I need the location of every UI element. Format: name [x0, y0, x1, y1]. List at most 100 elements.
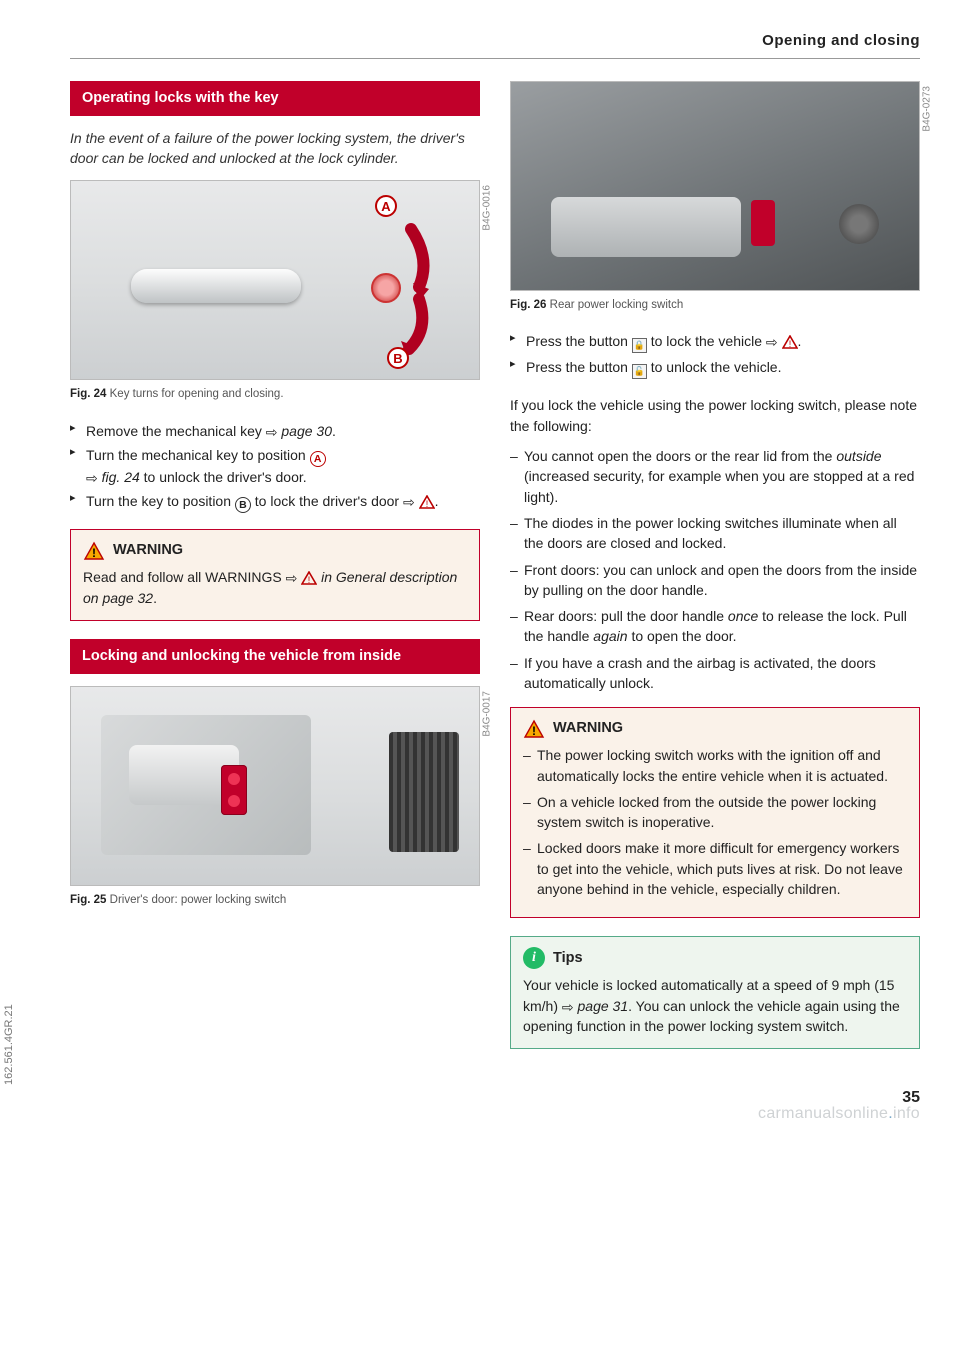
rear-door-handle: [551, 197, 741, 257]
step-remove-key: Remove the mechanical key ⇨ page 30.: [70, 421, 480, 441]
fig24-caption-text: Key turns for opening and closing.: [110, 388, 284, 400]
rear-door-bg: [511, 82, 919, 290]
door-handle-outline: [131, 269, 301, 303]
note-intro: If you lock the vehicle using the power …: [510, 395, 920, 436]
callout-b: B: [387, 347, 409, 369]
punct: .: [798, 333, 802, 349]
warning-triangle-icon: !: [83, 541, 105, 561]
note-outside: You cannot open the doors or the rear li…: [510, 446, 920, 507]
fig25-label: Fig. 25: [70, 894, 106, 906]
figure-25-caption: Fig. 25 Driver's door: power locking swi…: [70, 892, 480, 909]
callout-a: A: [375, 195, 397, 217]
link-arrow-icon: ⇨: [562, 997, 574, 1017]
note-front-doors: Front doors: you can unlock and open the…: [510, 560, 920, 601]
right-column: B4G-0273 Fig. 26 Rear power locking swit…: [510, 81, 920, 1068]
tips-ref: page 31: [578, 998, 629, 1014]
d1-outside: outside: [836, 448, 881, 464]
figure-24-caption: Fig. 24 Key turns for opening and closin…: [70, 386, 480, 403]
note-diodes: The diodes in the power locking switches…: [510, 513, 920, 554]
tips-title: Tips: [553, 948, 583, 969]
warning-body: Read and follow all WARNINGS ⇨ ! in Gene…: [83, 567, 467, 608]
d1a: You cannot open the doors or the rear li…: [524, 448, 836, 464]
step1-text: Remove the mechanical key: [86, 423, 266, 439]
figure-26-caption: Fig. 26 Rear power locking switch: [510, 297, 920, 314]
svg-text:!: !: [425, 499, 428, 509]
callout-b-inline: B: [235, 497, 251, 513]
punct: .: [332, 423, 336, 439]
info-icon: i: [523, 947, 545, 969]
press-button-steps: Press the button 🔒 to lock the vehicle ⇨…: [510, 331, 920, 379]
warning-head: ! WARNING: [523, 718, 907, 739]
svg-text:!: !: [788, 339, 791, 349]
step-lock: Turn the key to position B to lock the d…: [70, 491, 480, 513]
warn-outside: On a vehicle locked from the outside the…: [523, 792, 907, 833]
section-heading-operating-locks: Operating locks with the key: [70, 81, 480, 116]
d4a: Rear doors: pull the door handle: [524, 608, 728, 624]
warning-box-2: ! WARNING The power locking switch works…: [510, 707, 920, 918]
tips-box: i Tips Your vehicle is locked automatica…: [510, 936, 920, 1049]
svg-text:!: !: [308, 575, 311, 585]
d4-again: again: [593, 628, 627, 644]
warning-triangle-icon: !: [523, 719, 545, 739]
air-vent: [389, 732, 459, 852]
svg-text:!: !: [532, 724, 536, 738]
left-column: Operating locks with the key In the even…: [70, 81, 480, 1068]
fig25-caption-text: Driver's door: power locking switch: [110, 894, 287, 906]
warning-triangle-icon: !: [301, 571, 317, 585]
d1b: (increased security, for example when yo…: [524, 468, 914, 504]
fig24-label: Fig. 24: [70, 388, 106, 400]
d4c: to open the door.: [628, 628, 737, 644]
warn-emergency: Locked doors make it more difficult for …: [523, 838, 907, 899]
figure-code: B4G-0016: [481, 185, 496, 231]
figure-26: B4G-0273: [510, 81, 920, 291]
spine-code: 162.561.4GR.21: [2, 1005, 18, 1086]
link-arrow-icon: ⇨: [766, 332, 778, 352]
step3a: Turn the key to position: [86, 493, 235, 509]
press1a: Press the button: [526, 333, 632, 349]
watermark: carmanualsonline.info: [758, 1102, 920, 1125]
warning-triangle-icon: !: [782, 335, 798, 349]
tips-head: i Tips: [523, 947, 907, 969]
rear-lock-switch: [751, 200, 775, 246]
lock-notes-list: You cannot open the doors or the rear li…: [510, 446, 920, 693]
warning-box-1: ! WARNING Read and follow all WARNINGS ⇨…: [70, 529, 480, 621]
figure-code: B4G-0273: [921, 86, 936, 132]
link-arrow-icon: ⇨: [266, 422, 278, 442]
step-unlock: Turn the mechanical key to position A ⇨ …: [70, 445, 480, 487]
punct: .: [435, 493, 439, 509]
press2b: to unlock the vehicle.: [647, 359, 782, 375]
link-arrow-icon: ⇨: [286, 568, 298, 588]
figure-code: B4G-0017: [481, 691, 496, 737]
step2a: Turn the mechanical key to position: [86, 447, 310, 463]
step2c: to unlock the driver's door.: [140, 469, 307, 485]
figure-24: B4G-0016 A B: [70, 180, 480, 380]
power-lock-switch: [221, 765, 247, 815]
callout-a-inline: A: [310, 451, 326, 467]
unlock-icon: 🔓: [632, 364, 647, 379]
press1b: to lock the vehicle: [647, 333, 766, 349]
warning-title: WARNING: [113, 540, 183, 561]
warning-list: The power locking switch works with the …: [523, 745, 907, 899]
warn1a: Read and follow all WARNINGS: [83, 569, 286, 585]
step-lock-button: Press the button 🔒 to lock the vehicle ⇨…: [510, 331, 920, 353]
turn-arrows: [389, 219, 433, 359]
figure-25: B4G-0017: [70, 686, 480, 886]
wm-a: carmanualsonline: [758, 1105, 888, 1122]
step-unlock-button: Press the button 🔓 to unlock the vehicle…: [510, 357, 920, 379]
link-arrow-icon: ⇨: [86, 468, 98, 488]
warning-head: ! WARNING: [83, 540, 467, 561]
wm-b: info: [893, 1105, 920, 1122]
d4-once: once: [728, 608, 758, 624]
door-speaker: [839, 204, 879, 244]
warn-ignition: The power locking switch works with the …: [523, 745, 907, 786]
step1-ref: page 30: [281, 423, 332, 439]
press2a: Press the button: [526, 359, 632, 375]
warning-title: WARNING: [553, 718, 623, 739]
intro-text: In the event of a failure of the power l…: [70, 128, 480, 169]
tips-body: Your vehicle is locked automatically at …: [523, 975, 907, 1036]
link-arrow-icon: ⇨: [403, 492, 415, 512]
warning-triangle-icon: !: [419, 495, 435, 509]
mechanical-key-steps: Remove the mechanical key ⇨ page 30. Tur…: [70, 421, 480, 514]
fig26-caption-text: Rear power locking switch: [550, 299, 684, 311]
punct: .: [153, 590, 157, 606]
